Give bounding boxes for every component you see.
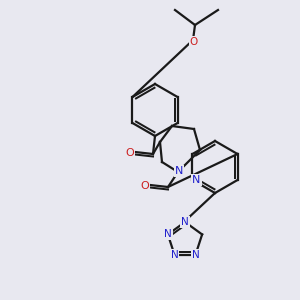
Text: N: N <box>192 250 200 260</box>
Text: N: N <box>164 230 172 239</box>
Text: O: O <box>190 37 198 47</box>
Text: N: N <box>164 230 172 239</box>
Text: N: N <box>170 250 178 260</box>
Text: N: N <box>175 166 183 176</box>
Text: O: O <box>141 181 149 191</box>
Text: O: O <box>190 37 198 47</box>
Text: N: N <box>181 217 189 227</box>
Text: O: O <box>126 148 134 158</box>
Text: N: N <box>192 175 201 185</box>
Text: N: N <box>192 250 200 260</box>
Text: O: O <box>141 181 149 191</box>
Text: N: N <box>192 175 201 185</box>
Text: N: N <box>175 166 183 176</box>
Text: N: N <box>181 217 189 227</box>
Text: O: O <box>126 148 134 158</box>
Text: N: N <box>170 250 178 260</box>
